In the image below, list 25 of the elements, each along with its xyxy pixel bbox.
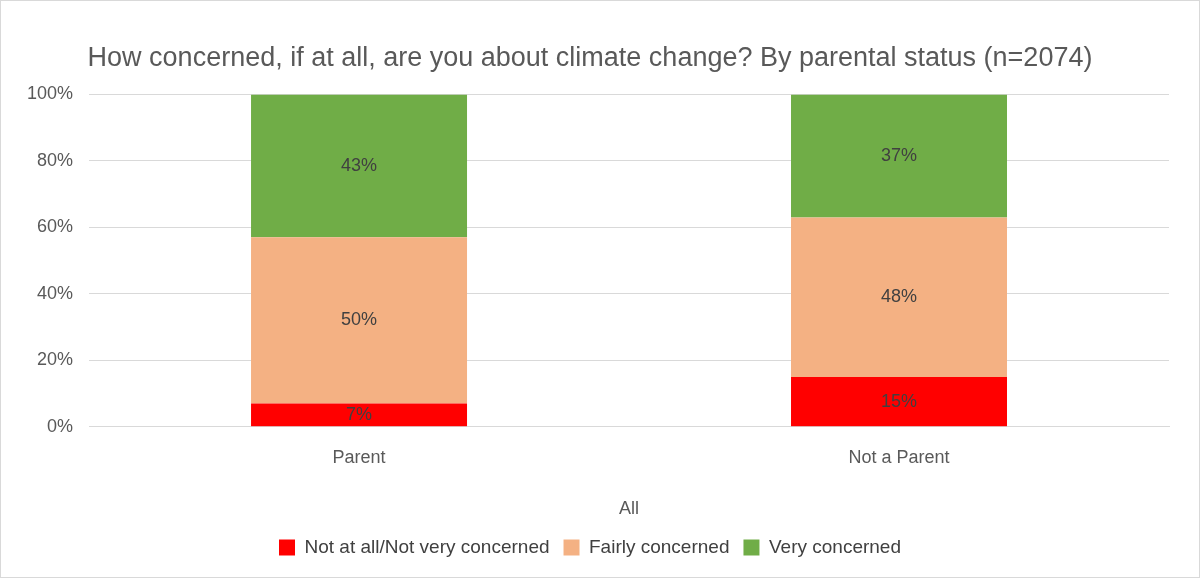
x-tick-label: Parent — [332, 446, 386, 467]
legend-label: Fairly concerned — [589, 535, 730, 557]
bar — [251, 237, 468, 404]
bar — [251, 403, 468, 427]
data-label: 43% — [341, 154, 378, 175]
y-tick-label: 40% — [37, 282, 74, 303]
bar — [791, 376, 1008, 427]
bar — [251, 94, 468, 238]
data-label: 37% — [880, 144, 918, 165]
y-tick-label: 0% — [47, 415, 74, 436]
x-tick-label: Not a Parent — [848, 446, 950, 467]
y-tick-label: 100% — [26, 83, 74, 104]
y-tick-label: 20% — [37, 349, 74, 370]
y-tick-label: 60% — [37, 216, 74, 237]
bar — [791, 217, 1008, 377]
legend-label: Not at all/Not very concerned — [304, 535, 550, 557]
chart-title: How concerned, if at all, are you about climate change? By parental status (n=2074) — [87, 41, 1093, 72]
legend-label: Very concerned — [768, 535, 901, 557]
x-axis-title: All — [619, 498, 640, 519]
bar — [791, 94, 1008, 218]
data-label: 7% — [346, 403, 373, 424]
data-label: 48% — [880, 286, 918, 307]
data-label: 50% — [341, 309, 378, 330]
data-label: 15% — [880, 390, 918, 411]
y-tick-label: 80% — [37, 149, 74, 170]
